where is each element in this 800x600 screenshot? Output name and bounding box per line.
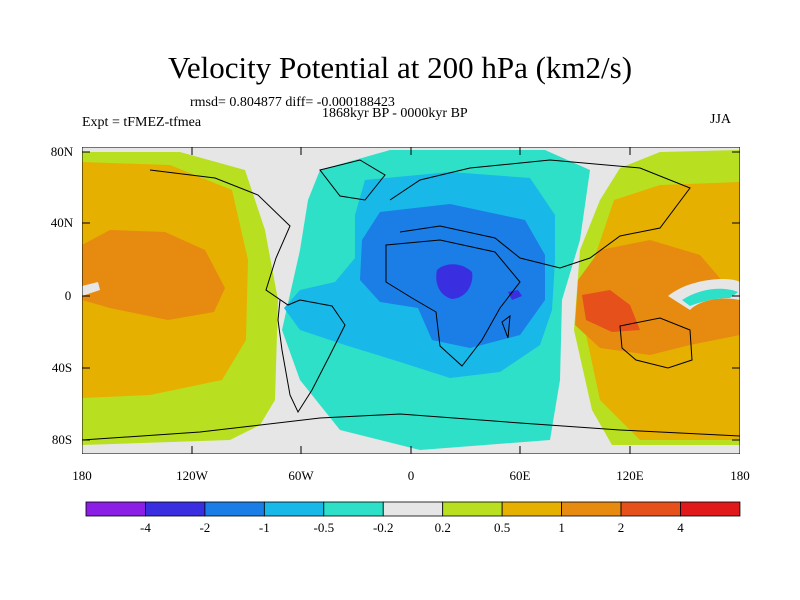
chart-title: Velocity Potential at 200 hPa (km2/s)	[167, 50, 633, 85]
coast-south-america	[277, 299, 346, 414]
colorbar-swatch-10	[680, 501, 741, 517]
colorbar-label-6: 0.5	[494, 520, 510, 535]
colorbar-swatch-8	[561, 501, 622, 517]
lat-axis: 80N 40N 0 40S 80S	[51, 144, 740, 447]
lon-label-60E: 60E	[510, 468, 531, 483]
velocity-potential-field	[82, 147, 740, 454]
colorbar-label-7: 1	[558, 520, 565, 535]
colorbar-label-2: -1	[259, 520, 270, 535]
positive-contour-2-east	[582, 290, 640, 332]
coast-greenland	[319, 159, 386, 201]
lat-label-80N: 80N	[51, 144, 74, 159]
coastlines	[82, 159, 740, 441]
teal-patch-east	[682, 288, 738, 306]
coast-north-america	[149, 169, 301, 306]
positive-contour-1-west	[82, 230, 225, 320]
colorbar-label-0: -4	[140, 520, 151, 535]
lon-label-180-right: 180	[730, 468, 750, 483]
colorbar-label-4: -0.2	[373, 520, 394, 535]
coast-australia	[619, 317, 693, 369]
period-label: 1868kyr BP - 0000kyr BP	[322, 106, 468, 121]
colorbar-label-3: -0.5	[314, 520, 335, 535]
experiment-label: Expt = tFMEZ-tfmea	[82, 115, 202, 130]
colorbar-swatch-0	[85, 501, 146, 517]
colorbar-swatch-9	[620, 501, 681, 517]
rmsd-diff-label: rmsd= 0.804877 diff= -0.000188423	[190, 95, 395, 110]
colorbar-swatch-5	[382, 501, 444, 517]
coast-antarctica	[82, 413, 740, 441]
season-label: JJA	[710, 112, 732, 127]
lat-label-0: 0	[65, 288, 72, 303]
lon-label-120E: 120E	[616, 468, 644, 483]
coast-africa	[385, 239, 521, 367]
lon-label-60W: 60W	[288, 468, 314, 483]
colorbar-label-5: 0.2	[435, 520, 451, 535]
lat-label-40N: 40N	[51, 215, 74, 230]
colorbar-swatch-2	[204, 501, 265, 517]
colorbar-swatch-1	[145, 501, 206, 517]
colorbar-label-9: 4	[677, 520, 684, 535]
lon-label-0: 0	[408, 468, 415, 483]
colorbar: -4 -2 -1 -0.5 -0.2 0.2 0.5 1 2 4	[85, 501, 741, 535]
coast-eurasia	[389, 159, 691, 269]
lon-axis: 180 120W 60W 0 60E 120E 180	[72, 147, 750, 483]
colorbar-swatch-3	[263, 501, 325, 517]
colorbar-label-1: -2	[199, 520, 210, 535]
lat-label-80S: 80S	[52, 432, 72, 447]
white-patch-west	[82, 282, 100, 296]
colorbar-swatch-4	[323, 501, 384, 517]
coast-madagascar	[501, 314, 511, 339]
lon-label-180-left: 180	[72, 468, 92, 483]
lon-label-120W: 120W	[176, 468, 209, 483]
colorbar-swatch-7	[501, 501, 562, 517]
negative-contour-2-main	[436, 264, 473, 299]
colorbar-swatch-6	[442, 501, 503, 517]
colorbar-label-8: 2	[618, 520, 625, 535]
lat-label-40S: 40S	[52, 360, 72, 375]
